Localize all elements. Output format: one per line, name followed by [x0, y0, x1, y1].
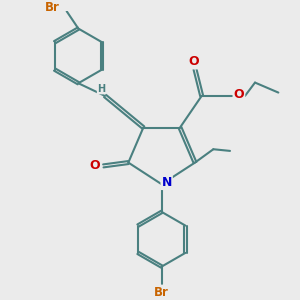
Text: O: O	[234, 88, 244, 101]
Text: Br: Br	[154, 286, 169, 299]
Text: Br: Br	[45, 1, 60, 14]
Text: O: O	[90, 159, 100, 172]
Text: H: H	[98, 84, 106, 94]
Text: N: N	[161, 176, 172, 189]
Text: O: O	[188, 56, 199, 68]
